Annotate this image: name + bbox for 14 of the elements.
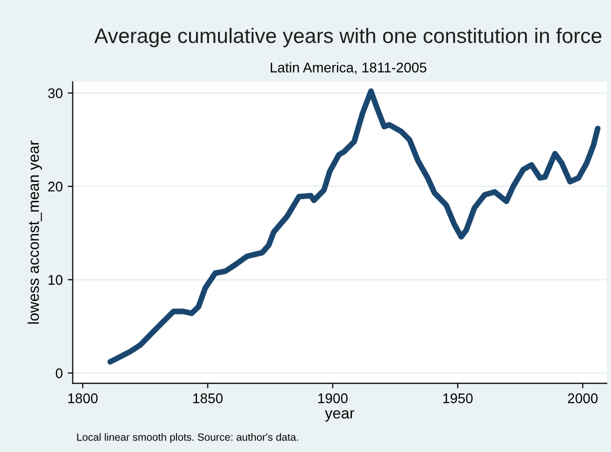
- text: Local linear smooth plots. Source: author's data.: [77, 433, 298, 443]
- x-tick-label: 1950: [443, 393, 473, 404]
- y-tick-label: 20: [48, 182, 62, 192]
- chart-title: Average cumulative years with one constitution in force: [94, 28, 602, 48]
- y-tick-label: 0: [56, 368, 62, 378]
- chart-subtitle: Latin America, 1811-2005: [270, 62, 426, 74]
- y-axis-title: lowess acconst_mean year: [28, 140, 42, 324]
- y-tick-label: 10: [48, 275, 62, 285]
- y-tick-label: 30: [48, 88, 62, 98]
- x-tick-label: 1800: [68, 393, 98, 404]
- x-tick-label: 1850: [193, 393, 223, 404]
- x-tick-label: 2000: [568, 393, 598, 404]
- x-axis-title: year: [324, 410, 354, 422]
- x-tick-label: 1900: [318, 393, 348, 404]
